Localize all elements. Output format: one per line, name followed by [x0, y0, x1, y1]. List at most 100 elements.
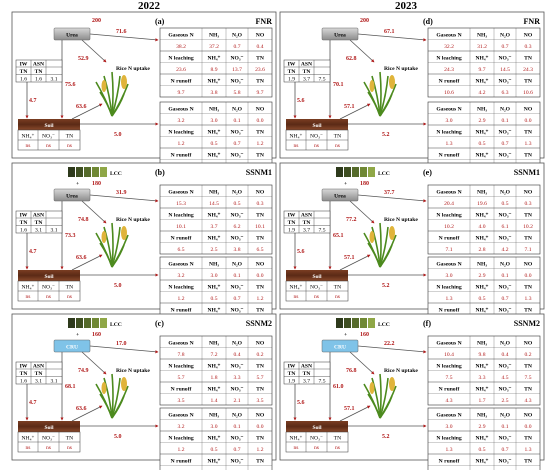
soil-table: NH₄⁺ NO₃⁻ TN ns ns ns — [17, 431, 81, 453]
row-label-runoff: N runoff — [439, 308, 460, 314]
value-cell: 0.5 — [479, 447, 486, 453]
iw-table-frame — [15, 59, 63, 83]
value-cell: 1.2 — [257, 447, 264, 453]
row-label-gaseous: Gaseous N — [436, 341, 461, 347]
row-label-leaching: N leaching — [168, 364, 194, 370]
col-header-no3: NO₃⁻ — [230, 130, 243, 136]
value-cell: 0.1 — [234, 424, 241, 430]
panel-letter: (c) — [155, 319, 164, 328]
arrow-fert-to-loss — [357, 33, 427, 42]
col-header-tn: TN — [256, 308, 264, 314]
col-header-nh4: NH₄⁺ — [207, 284, 220, 291]
iw-header: IW — [20, 62, 28, 68]
value-cell: 2.9 — [479, 273, 486, 279]
value-soil-to-plant: 63.6 — [76, 406, 87, 412]
soil-layer — [286, 270, 348, 281]
panel-title: FNR — [256, 17, 273, 26]
value-cell: 9.7 — [479, 67, 486, 73]
value-cell: 20.4 — [444, 201, 454, 207]
value-cell: 0.7 — [234, 296, 241, 302]
col-header-no3: NO₃⁻ — [230, 364, 243, 370]
value-fert-to-loss: 31.9 — [116, 190, 127, 196]
value-cell: 4.2 — [479, 90, 486, 96]
tn-label: TN — [20, 371, 28, 377]
col-header-nh4: NH₄⁺ — [475, 212, 488, 219]
row-label-runoff: N runoff — [171, 153, 192, 159]
lcc-chart: LCC — [336, 167, 390, 177]
col-header-nh4: NH₄⁺ — [475, 129, 488, 136]
col-header-tn: TN — [524, 364, 532, 370]
col-header-nh3: NH₃ — [209, 107, 219, 113]
row-label-gaseous: Gaseous N — [168, 190, 193, 196]
col-header-nh3: NH₃ — [477, 107, 487, 113]
value-cell: 0.7 — [234, 447, 241, 453]
soil-nh4-header: NH₄⁺ — [22, 435, 35, 442]
value-cell: 0.7 — [234, 44, 241, 50]
lcc-swatch — [92, 167, 99, 177]
lcc-swatch — [336, 167, 343, 177]
lcc-swatch — [76, 167, 83, 177]
value-fert-to-loss: 67.1 — [384, 29, 395, 35]
row-label-leaching: N leaching — [436, 213, 462, 219]
col-header-n2o: N₂O — [500, 107, 511, 113]
value-cell: 2.9 — [479, 118, 486, 124]
col-header-tn: TN — [256, 459, 264, 465]
arrow-fert-to-plant — [81, 200, 107, 224]
panel-letter: (b) — [155, 168, 165, 177]
row-label-runoff: N runoff — [439, 236, 460, 242]
value-cell: 32.2 — [444, 44, 454, 50]
col-header-nh4: NH₄⁺ — [207, 235, 220, 242]
arrow-fert-to-plant — [81, 39, 107, 63]
col-header-no: NO — [524, 107, 533, 113]
value-cell: 10.6 — [444, 90, 454, 96]
urea-loss-table: Gaseous N NH₃ N₂O NO 10.4 9.8 0.4 0.2 N leaching… — [427, 335, 541, 406]
lcc-swatch — [336, 318, 343, 328]
value-cell: 3.0 — [446, 424, 453, 430]
fertilizer-label: CRU — [334, 345, 346, 351]
col-header-nh4: NH₄⁺ — [207, 386, 220, 393]
value-soil-to-loss: 5.0 — [114, 434, 122, 440]
asn-header: ASN — [33, 364, 44, 370]
value-cell: 7.8 — [178, 352, 185, 358]
soil-tn-header: TN — [66, 285, 73, 291]
row-label-leaching: N leaching — [436, 285, 462, 291]
panel-letter: (f) — [423, 319, 431, 328]
value-cell: 5.7 — [257, 375, 264, 381]
tn-label: TN — [288, 371, 296, 377]
lcc-label: LCC — [378, 322, 390, 328]
asn-value: 3.7 — [303, 379, 310, 385]
value-cell: 1.2 — [257, 296, 264, 302]
row-label-gaseous: Gaseous N — [436, 190, 461, 196]
col-header-tn: TN — [256, 213, 264, 219]
col-header-nh4: NH₄⁺ — [207, 212, 220, 219]
col-header-no3: NO₃⁻ — [498, 387, 511, 393]
col-header-no3: NO₃⁻ — [498, 364, 511, 370]
arrow-soil-to-plant — [71, 254, 103, 271]
value-cell: 0.4 — [502, 352, 509, 358]
soil-tn-sig: ns — [67, 294, 72, 300]
col-header-tn: TN — [524, 56, 532, 62]
value-fert-to-plant: 74.9 — [78, 368, 89, 374]
value-cell: 3.5 — [178, 398, 185, 404]
soil-loss-table: Gaseous N NH₃ N₂O NO 3.0 2.9 0.1 0.0 N leaching N… — [427, 407, 541, 470]
soil-loss-table: Gaseous N NH₃ N₂O NO 3.2 3.0 0.1 0.0 N leaching N… — [159, 407, 273, 470]
soil-nh4-sig: ns — [26, 294, 31, 300]
value-cell: 0.0 — [525, 273, 532, 279]
col-header-nh3: NH₃ — [209, 413, 219, 419]
col-header-nh4: NH₄⁺ — [207, 78, 220, 85]
value-cell: 0.3 — [525, 201, 532, 207]
lcc-swatch — [100, 167, 107, 177]
row-label-gaseous: Gaseous N — [436, 413, 461, 419]
total-value: 3.1 — [51, 379, 58, 385]
col-header-nh4: NH₄⁺ — [207, 307, 220, 314]
col-header-nh4: NH₄⁺ — [207, 435, 220, 442]
col-header-nh4: NH₄⁺ — [475, 363, 488, 370]
row-label-gaseous: Gaseous N — [168, 262, 193, 268]
plus-sign: + — [76, 181, 79, 187]
total-value: 7.5 — [319, 228, 326, 234]
col-header-n2o: N₂O — [500, 262, 511, 268]
value-cell: 9.8 — [479, 352, 486, 358]
fertilizer-rate: 160 — [360, 332, 369, 338]
